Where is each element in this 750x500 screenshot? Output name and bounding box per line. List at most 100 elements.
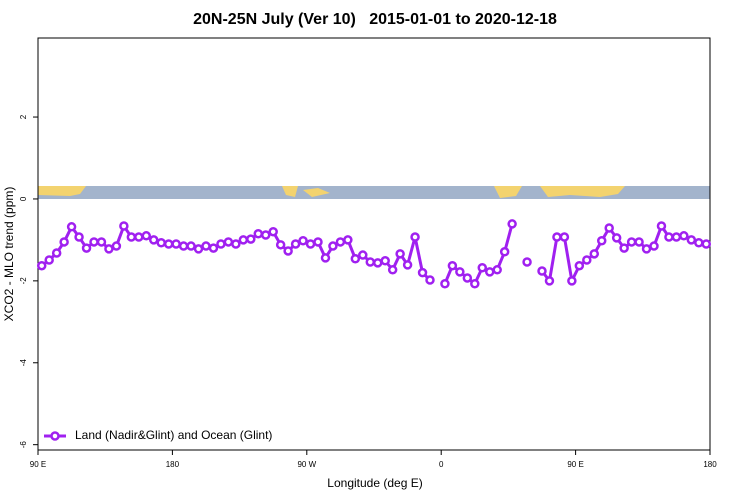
data-point bbox=[387, 265, 398, 275]
legend: Land (Nadir&Glint) and Ocean (Glint) bbox=[44, 428, 272, 442]
data-point bbox=[178, 241, 189, 251]
data-point bbox=[417, 267, 428, 278]
data-point bbox=[358, 250, 368, 260]
data-point bbox=[499, 247, 510, 257]
x-tick-label: 0 bbox=[439, 460, 444, 469]
data-point bbox=[298, 235, 308, 246]
data-point bbox=[425, 275, 435, 285]
series-line bbox=[40, 223, 707, 286]
data-point bbox=[328, 241, 338, 251]
data-point bbox=[582, 255, 592, 265]
data-point bbox=[275, 240, 286, 250]
data-point bbox=[559, 232, 570, 242]
data-point bbox=[283, 246, 293, 256]
data-point bbox=[246, 234, 256, 244]
data-point bbox=[335, 237, 346, 247]
data-point bbox=[679, 231, 689, 241]
x-tick-label: 180 bbox=[703, 460, 717, 469]
data-point bbox=[66, 222, 77, 232]
data-point bbox=[171, 239, 181, 249]
data-point bbox=[701, 239, 712, 249]
x-tick-label: 180 bbox=[166, 460, 180, 469]
plot-frame bbox=[37, 37, 711, 451]
data-point bbox=[126, 232, 137, 242]
x-tick-label: 90 W bbox=[297, 460, 316, 469]
data-point bbox=[59, 237, 69, 247]
legend-marker bbox=[50, 431, 60, 441]
y-tick-label: -6 bbox=[19, 441, 28, 449]
data-point bbox=[81, 243, 92, 253]
data-point bbox=[44, 255, 54, 265]
data-point bbox=[350, 253, 361, 264]
y-tick-label: -4 bbox=[19, 359, 28, 367]
data-point bbox=[537, 266, 547, 276]
data-point bbox=[320, 253, 331, 263]
data-point bbox=[238, 235, 249, 245]
data-point bbox=[193, 244, 204, 254]
data-point bbox=[410, 232, 420, 242]
data-point bbox=[380, 256, 390, 266]
data-point bbox=[372, 258, 383, 268]
data-point bbox=[455, 267, 465, 277]
data-point bbox=[313, 237, 323, 247]
data-point bbox=[74, 232, 84, 242]
y-tick-label: 2 bbox=[19, 114, 28, 119]
x-tick-label: 90 E bbox=[567, 460, 583, 469]
data-point bbox=[119, 221, 129, 231]
data-point bbox=[156, 238, 166, 248]
data-point bbox=[611, 233, 622, 243]
data-point bbox=[141, 231, 152, 241]
data-point bbox=[343, 235, 353, 245]
data-point bbox=[477, 263, 488, 273]
data-point bbox=[522, 257, 532, 267]
data-point bbox=[604, 223, 614, 233]
data-point bbox=[201, 241, 211, 251]
data-point bbox=[36, 260, 47, 271]
data-point bbox=[589, 249, 600, 259]
data-point bbox=[305, 239, 316, 249]
data-point bbox=[111, 241, 122, 251]
data-point bbox=[365, 257, 376, 267]
data-point bbox=[574, 260, 585, 271]
data-point bbox=[552, 232, 562, 242]
data-point bbox=[664, 232, 674, 242]
x-tick-label: 90 E bbox=[30, 460, 46, 469]
data-point bbox=[148, 235, 159, 245]
data-point bbox=[260, 230, 271, 240]
data-point bbox=[208, 243, 219, 253]
data-point bbox=[567, 276, 577, 286]
y-tick-label: 0 bbox=[19, 196, 28, 201]
data-point bbox=[290, 239, 301, 249]
data-point bbox=[649, 241, 659, 251]
data-point bbox=[686, 235, 697, 245]
data-point bbox=[402, 260, 413, 270]
data-point bbox=[596, 235, 607, 246]
data-point bbox=[484, 267, 495, 277]
data-point bbox=[544, 276, 555, 286]
data-point bbox=[447, 260, 458, 271]
legend-label: Land (Nadir&Glint) and Ocean (Glint) bbox=[75, 428, 272, 442]
data-point bbox=[51, 248, 62, 258]
data-point bbox=[641, 244, 652, 254]
data-point bbox=[163, 239, 174, 249]
data-point bbox=[507, 219, 517, 229]
data-point bbox=[656, 221, 667, 231]
data-point bbox=[671, 232, 682, 242]
data-point bbox=[96, 237, 107, 247]
data-point bbox=[231, 239, 241, 249]
data-point bbox=[619, 243, 629, 253]
data-point bbox=[694, 238, 704, 248]
data-point bbox=[470, 278, 480, 289]
data-point bbox=[186, 241, 196, 251]
y-axis-label: XCO2 - MLO trend (ppm) bbox=[2, 187, 16, 322]
data-point bbox=[268, 226, 278, 237]
data-point bbox=[440, 278, 450, 289]
data-point bbox=[626, 237, 637, 247]
data-point bbox=[634, 237, 644, 247]
data-point bbox=[223, 237, 234, 247]
x-axis-label: Longitude (deg E) bbox=[327, 476, 422, 490]
data-point bbox=[216, 239, 226, 249]
data-point bbox=[462, 273, 473, 283]
data-point bbox=[104, 244, 114, 254]
